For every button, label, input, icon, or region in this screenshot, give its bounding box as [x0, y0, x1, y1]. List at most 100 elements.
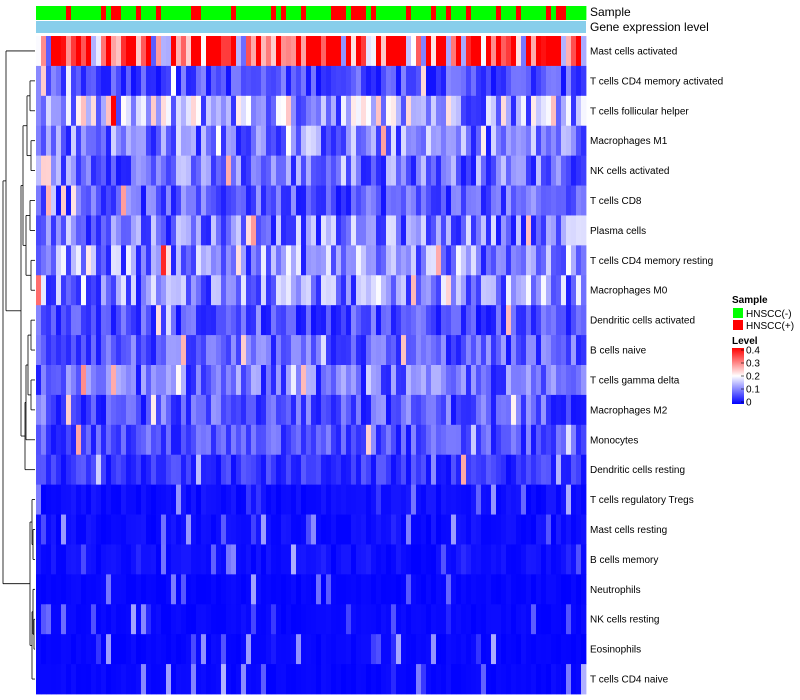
heatmap-cell [506, 275, 512, 306]
heatmap-cell [56, 424, 62, 456]
sample-annotation-cell [191, 6, 197, 20]
heatmap-cell [76, 484, 82, 515]
heatmap-cell [266, 574, 272, 605]
heatmap-cell [236, 544, 242, 575]
heatmap-cell [331, 95, 337, 127]
heatmap-cell [266, 454, 272, 486]
heatmap-cell [341, 574, 347, 605]
heatmap-cell [111, 574, 117, 605]
heatmap-cell [166, 275, 172, 306]
heatmap-cell [271, 215, 277, 246]
heatmap-cell [296, 454, 302, 486]
heatmap-cell [91, 424, 97, 456]
heatmap-cell [346, 514, 352, 545]
heatmap-cell [326, 95, 332, 127]
heatmap-cell [571, 365, 577, 396]
heatmap-cell [171, 634, 177, 665]
heatmap-cell [71, 335, 77, 366]
heatmap-cell [411, 634, 417, 665]
heatmap-cell [436, 604, 442, 635]
heatmap-cell [476, 634, 482, 665]
heatmap-cell [436, 65, 442, 97]
heatmap-cell [241, 215, 247, 246]
heatmap-cell [171, 185, 177, 216]
heatmap-cell [281, 484, 287, 515]
heatmap-cell [526, 275, 532, 306]
heatmap-cell [421, 215, 427, 246]
heatmap-cell [336, 394, 342, 426]
heatmap-cell [166, 95, 172, 127]
heatmap-cell [246, 664, 252, 695]
heatmap-cell [456, 574, 462, 605]
heatmap-cell [201, 215, 207, 246]
heatmap-cell [306, 36, 312, 67]
heatmap-cell [481, 424, 487, 456]
heatmap-cell [206, 514, 212, 545]
heatmap-cell [451, 484, 457, 515]
heatmap-cell [426, 155, 432, 186]
heatmap-cell [571, 514, 577, 545]
heatmap-cell [306, 544, 312, 575]
heatmap-cell [116, 424, 122, 456]
heatmap-cell [376, 454, 382, 486]
heatmap-cell [426, 514, 432, 545]
heatmap-cell [546, 215, 552, 246]
heatmap-cell [326, 394, 332, 426]
heatmap-cell [291, 664, 297, 695]
heatmap-cell [51, 604, 57, 635]
heatmap-cell [41, 634, 47, 665]
heatmap-cell [221, 245, 227, 276]
heatmap-cell [321, 155, 327, 186]
heatmap-cell [221, 275, 227, 306]
heatmap-cell [41, 484, 47, 515]
heatmap-cell [41, 604, 47, 635]
heatmap-cell [331, 305, 337, 336]
heatmap-cell [196, 215, 202, 246]
heatmap-cell [356, 305, 362, 336]
heatmap-cell [326, 514, 332, 545]
sample-annotation-cell [491, 6, 497, 20]
heatmap-cell [331, 514, 337, 545]
heatmap-cell [156, 155, 162, 186]
heatmap-cell [421, 454, 427, 486]
heatmap-cell [96, 335, 102, 366]
heatmap-cell [506, 454, 512, 486]
heatmap-cell [306, 454, 312, 486]
heatmap-cell [141, 65, 147, 97]
heatmap-cell [506, 574, 512, 605]
row-label: Macrophages M0 [590, 286, 668, 297]
heatmap-cell [271, 514, 277, 545]
heatmap-cell [566, 215, 572, 246]
heatmap-cell [496, 215, 502, 246]
heatmap-cell [356, 185, 362, 216]
sample-annotation-cell [401, 6, 407, 20]
heatmap-cell [531, 305, 537, 336]
heatmap-cell [166, 305, 172, 336]
heatmap-cell [496, 155, 502, 186]
heatmap-cell [111, 544, 117, 575]
heatmap-cell [516, 245, 522, 276]
heatmap-cell [241, 335, 247, 366]
heatmap-cell [346, 95, 352, 127]
heatmap-cell [276, 95, 282, 127]
heatmap-cell [376, 335, 382, 366]
heatmap-cell [546, 125, 552, 157]
heatmap-cell [256, 664, 262, 695]
heatmap-cell [141, 36, 147, 67]
heatmap-cell [331, 394, 337, 426]
heatmap-cell [41, 215, 47, 246]
heatmap-cell [461, 305, 467, 336]
heatmap-cell [246, 424, 252, 456]
heatmap-cell [371, 394, 377, 426]
heatmap-cell [441, 155, 447, 186]
heatmap-cell [191, 394, 197, 426]
sample-annotation-cell [436, 6, 442, 20]
heatmap-cell [151, 95, 157, 127]
heatmap-cell [256, 604, 262, 635]
heatmap-cell [216, 305, 222, 336]
heatmap-cell [381, 634, 387, 665]
heatmap-cell [386, 484, 392, 515]
heatmap-cell [41, 65, 47, 97]
sample-annotation-cell [101, 6, 107, 20]
heatmap-cell [91, 484, 97, 515]
